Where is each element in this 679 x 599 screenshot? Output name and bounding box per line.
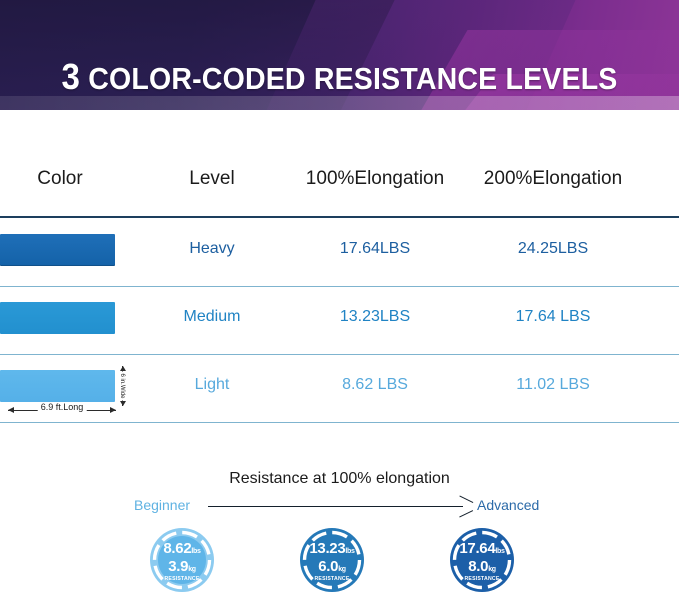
resistance-dial-heavy: 17.64lbs 8.0kg RESISTANCE (449, 527, 515, 593)
cell-100-elongation: 13.23LBS (339, 308, 411, 325)
color-swatch-heavy (0, 234, 115, 266)
resistance-dial-light: 8.62lbs 3.9kg RESISTANCE (149, 527, 215, 593)
header-banner: 3 COLOR-CODED RESISTANCE LEVELS (0, 0, 679, 110)
cell-100-elongation: 8.62 LBS (342, 376, 408, 393)
banner-bottom-strip (0, 96, 679, 110)
dimension-width-label: 6 in.Wide (119, 371, 125, 401)
resistance-table: Color Level 100%Elongation 200%Elongatio… (0, 110, 679, 423)
progression-title: Resistance at 100% elongation (229, 470, 450, 487)
table-header-row: Color Level 100%Elongation 200%Elongatio… (0, 110, 679, 218)
arrow-left-icon (8, 407, 14, 413)
table-row: 6.9 ft.Long 6 in.Wide Light 8.62 LBS 11.… (0, 354, 679, 422)
progression-section: Resistance at 100% elongation Beginner A… (0, 455, 679, 599)
dial-ring-icon (150, 528, 214, 592)
progression-axis: Beginner Advanced (0, 497, 679, 517)
axis-label-beginner: Beginner (134, 497, 191, 513)
arrow-right-icon (110, 407, 116, 413)
dial-ring-icon (300, 528, 364, 592)
arrow-up-icon (119, 366, 126, 371)
axis-label-advanced: Advanced (477, 497, 540, 513)
column-header-100-elongation: 100%Elongation (305, 168, 445, 189)
page-title: 3 COLOR-CODED RESISTANCE LEVELS (27, 56, 652, 98)
dial-ring-icon (450, 528, 514, 592)
cell-200-elongation: 17.64 LBS (515, 308, 591, 325)
column-header-level: Level (189, 168, 235, 189)
dimension-length: 6.9 ft.Long (8, 402, 116, 417)
arrow-right-icon (458, 499, 472, 515)
title-text: COLOR-CODED RESISTANCE LEVELS (80, 61, 618, 96)
resistance-dial-medium: 13.23lbs 6.0kg RESISTANCE (299, 527, 365, 593)
table-row: Heavy 17.64LBS 24.25LBS (0, 218, 679, 286)
header-divider (0, 216, 679, 218)
cell-200-elongation: 11.02 LBS (516, 376, 590, 393)
table-row: Medium 13.23LBS 17.64 LBS (0, 286, 679, 354)
title-count: 3 (61, 56, 81, 97)
cell-level: Light (194, 376, 230, 393)
axis-line (208, 506, 463, 508)
dimension-length-label: 6.9 ft.Long (37, 402, 87, 412)
column-header-color: Color (37, 168, 83, 189)
dimension-width: 6 in.Wide (117, 366, 129, 406)
row-divider (0, 286, 679, 287)
row-divider (0, 422, 679, 423)
cell-level: Medium (183, 308, 241, 325)
row-divider (0, 354, 679, 355)
cell-level: Heavy (189, 240, 235, 257)
color-swatch-medium (0, 302, 115, 334)
dial-group: 8.62lbs 3.9kg RESISTANCE 13.23lbs 6.0kg … (0, 527, 679, 599)
color-swatch-light (0, 370, 115, 402)
cell-200-elongation: 24.25LBS (517, 240, 589, 257)
column-header-200-elongation: 200%Elongation (483, 168, 623, 189)
cell-100-elongation: 17.64LBS (339, 240, 411, 257)
arrow-down-icon (119, 401, 126, 406)
